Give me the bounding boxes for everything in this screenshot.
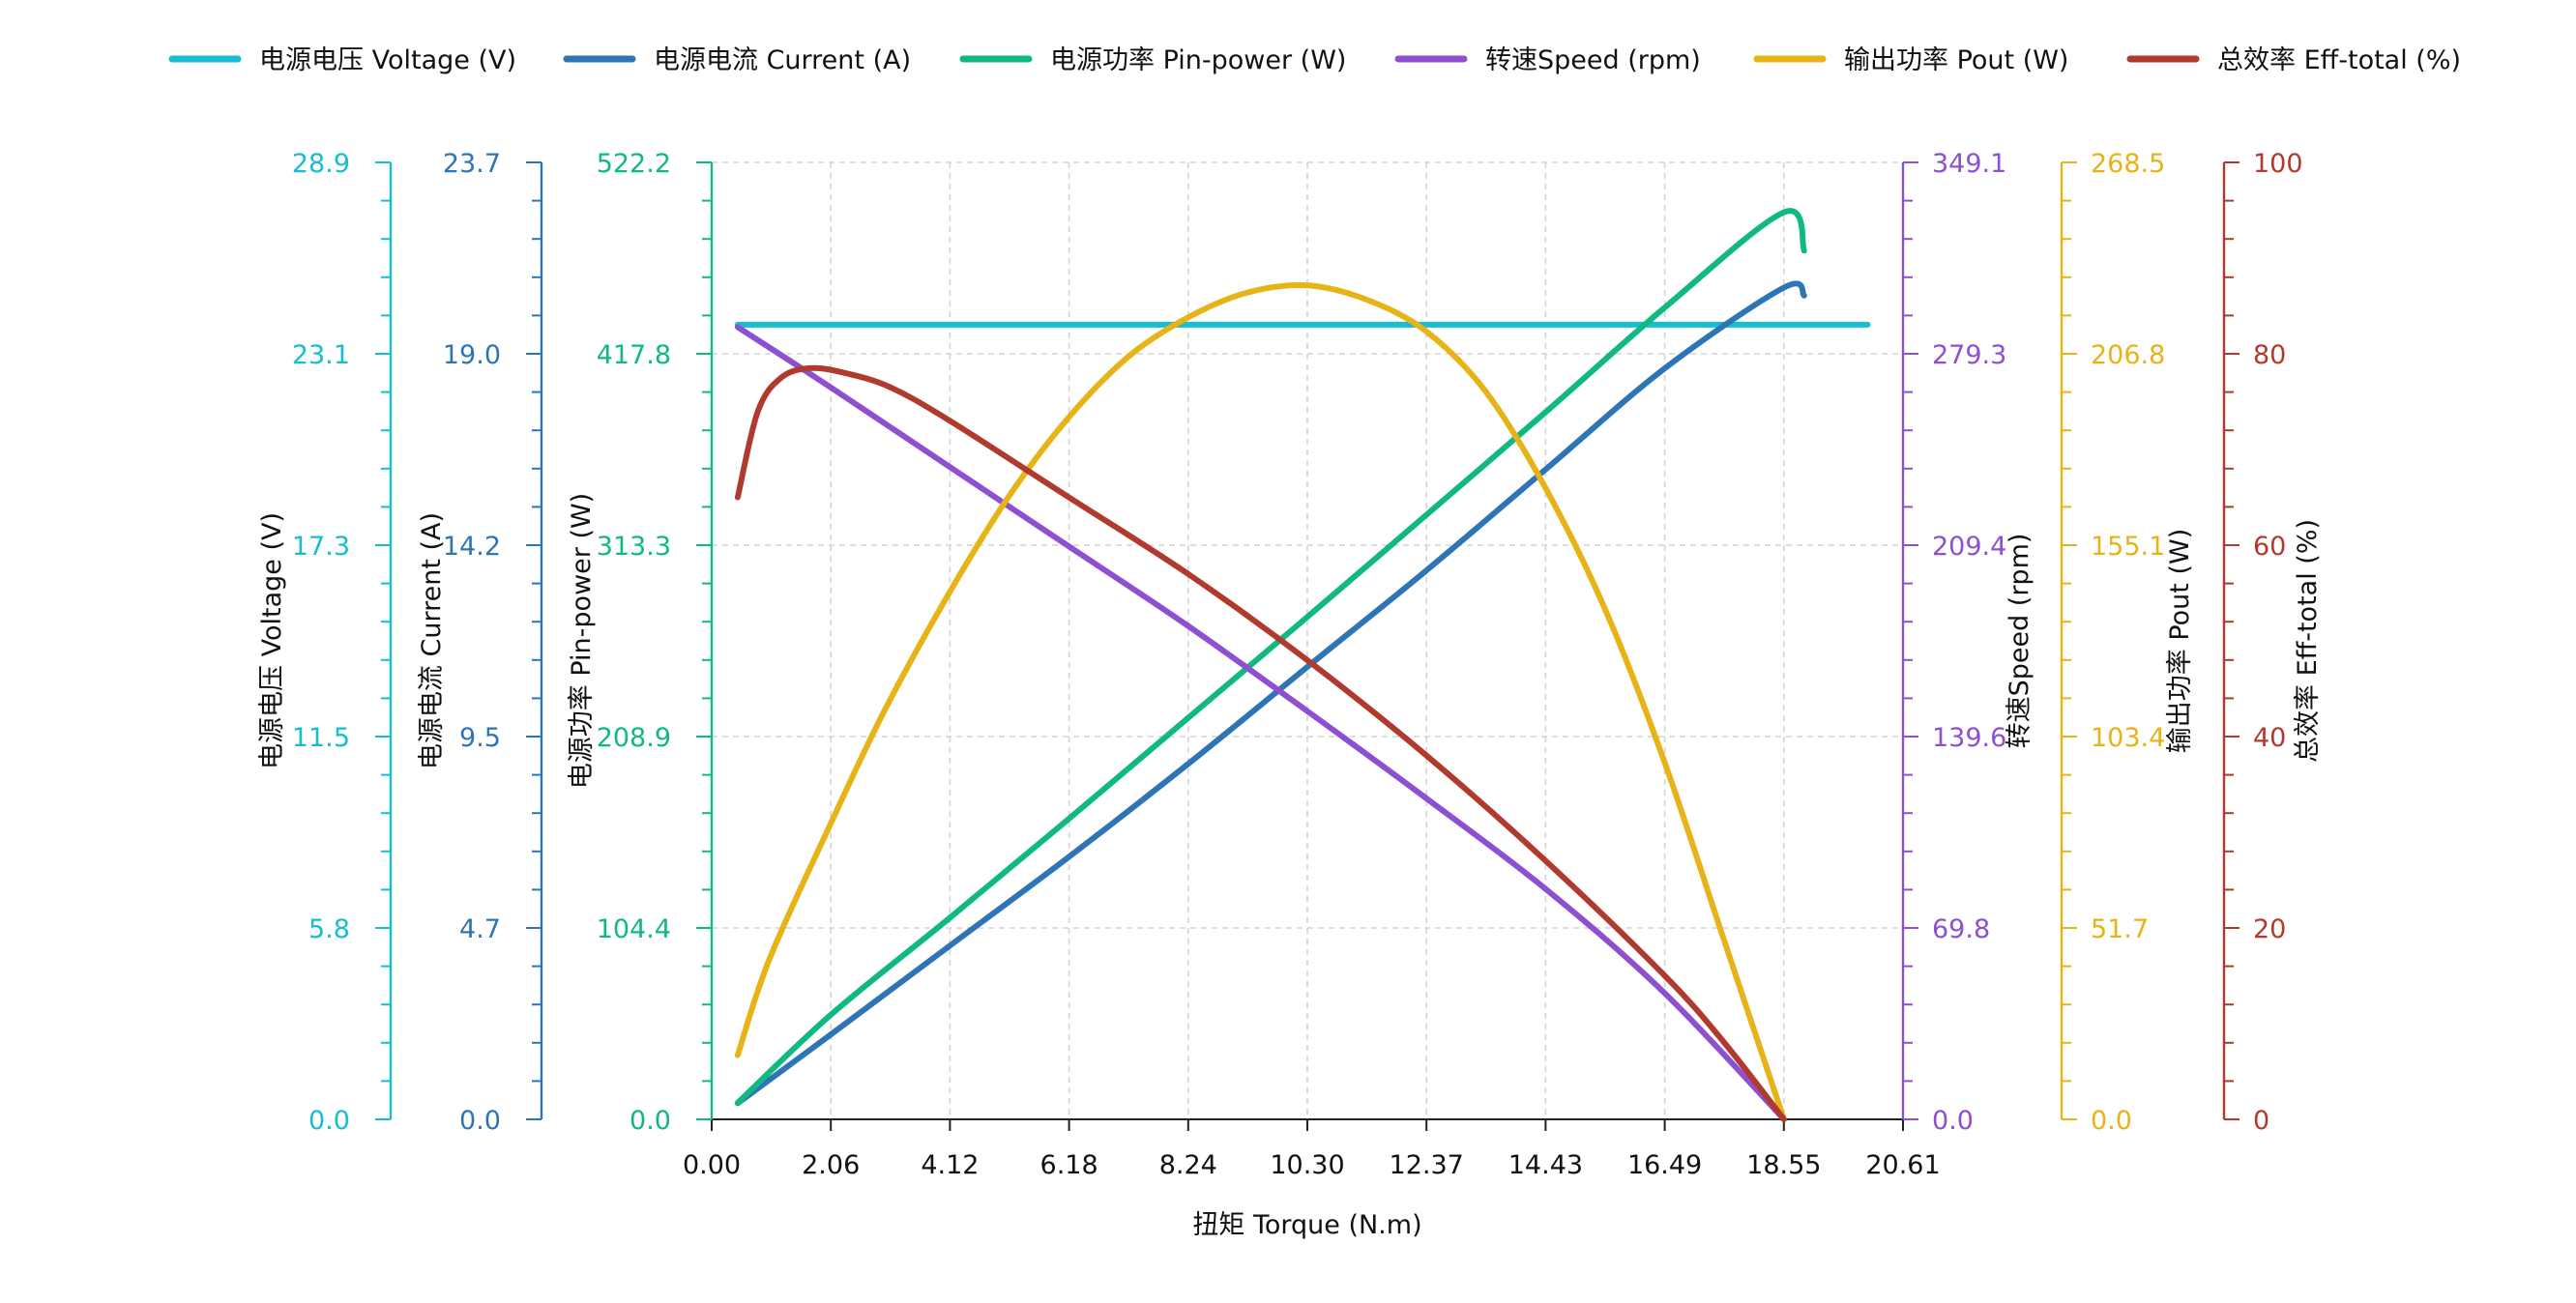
x-tick-label: 16.49 <box>1627 1150 1702 1180</box>
y-tick-label-current: 4.7 <box>459 914 501 944</box>
y-tick-label-eff: 80 <box>2253 340 2286 370</box>
y-tick-label-pout: 268.5 <box>2091 149 2165 179</box>
y-tick-label-voltage: 28.9 <box>292 149 350 179</box>
y-tick-label-pin: 104.4 <box>597 914 671 944</box>
y-tick-label-voltage: 17.3 <box>292 532 350 562</box>
series-line-current <box>734 280 1807 1107</box>
y-tick-label-eff: 0 <box>2253 1106 2269 1136</box>
y-tick-label-speed: 139.6 <box>1932 723 2006 753</box>
y-tick-label-current: 0.0 <box>459 1106 501 1136</box>
y-tick-label-eff: 40 <box>2253 723 2286 753</box>
y-tick-label-pin: 313.3 <box>597 532 671 562</box>
y-tick-label-current: 23.7 <box>443 149 501 179</box>
legend-label-voltage: 电源电压 Voltage (V) <box>259 45 516 75</box>
legend-label-pout: 输出功率 Pout (W) <box>1844 45 2068 75</box>
y-tick-label-speed: 349.1 <box>1932 149 2006 179</box>
x-axis-label: 扭矩 Torque (N.m) <box>1192 1210 1421 1240</box>
x-tick-label: 2.06 <box>802 1150 860 1180</box>
y-tick-label-eff: 60 <box>2253 532 2286 562</box>
x-tick-label: 8.24 <box>1159 1150 1217 1180</box>
y-tick-label-current: 19.0 <box>443 340 501 370</box>
series-line-pin <box>734 208 1807 1106</box>
y-tick-label-voltage: 5.8 <box>308 914 350 944</box>
y-axis-label-eff: 总效率 Eff-total (%) <box>2293 519 2323 763</box>
y-tick-label-pin: 0.0 <box>629 1106 671 1136</box>
y-axis-label-pout: 输出功率 Pout (W) <box>2165 529 2195 753</box>
y-tick-label-pout: 0.0 <box>2091 1106 2132 1136</box>
y-tick-label-eff: 100 <box>2253 149 2303 179</box>
x-tick-label: 18.55 <box>1746 1150 1821 1180</box>
y-tick-label-pout: 155.1 <box>2091 532 2165 562</box>
x-tick-label: 6.18 <box>1040 1150 1098 1180</box>
x-tick-label: 20.61 <box>1865 1150 1940 1180</box>
y-axis-label-current: 电源电流 Current (A) <box>417 512 447 769</box>
y-tick-label-speed: 69.8 <box>1932 914 1990 944</box>
y-axis-label-voltage: 电源电压 Voltage (V) <box>257 512 287 769</box>
x-tick-label: 14.43 <box>1508 1150 1583 1180</box>
y-tick-label-speed: 209.4 <box>1932 532 2006 562</box>
y-axis-label-speed: 转速Speed (rpm) <box>2005 534 2034 749</box>
x-tick-label: 0.00 <box>683 1150 741 1180</box>
legend-label-current: 电源电流 Current (A) <box>654 45 911 75</box>
y-tick-label-pout: 206.8 <box>2091 340 2165 370</box>
series-line-pout <box>734 281 1787 1122</box>
y-tick-label-current: 9.5 <box>459 723 501 753</box>
y-tick-label-pout: 103.4 <box>2091 723 2165 753</box>
legend-label-pin: 电源功率 Pin-power (W) <box>1050 45 1346 75</box>
x-tick-label: 4.12 <box>921 1150 979 1180</box>
x-tick-label: 12.37 <box>1390 1150 1464 1180</box>
y-tick-label-speed: 0.0 <box>1932 1106 1974 1136</box>
y-tick-label-voltage: 23.1 <box>292 340 350 370</box>
y-tick-label-pout: 51.7 <box>2091 914 2149 944</box>
x-tick-label: 10.30 <box>1270 1150 1344 1180</box>
legend-label-eff: 总效率 Eff-total (%) <box>2217 45 2461 75</box>
y-tick-label-voltage: 0.0 <box>308 1106 350 1136</box>
y-tick-label-eff: 20 <box>2253 914 2286 944</box>
legend-label-speed: 转速Speed (rpm) <box>1485 45 1701 75</box>
y-tick-label-pin: 522.2 <box>597 149 671 179</box>
y-tick-label-voltage: 11.5 <box>292 723 350 753</box>
y-tick-label-speed: 279.3 <box>1932 340 2006 370</box>
y-axis-label-pin: 电源功率 Pin-power (W) <box>567 493 597 789</box>
y-tick-label-pin: 417.8 <box>597 340 671 370</box>
y-tick-label-pin: 208.9 <box>597 723 671 753</box>
series-line-speed <box>734 324 1787 1122</box>
series-line-eff <box>734 364 1787 1122</box>
y-tick-label-current: 14.2 <box>443 532 501 562</box>
